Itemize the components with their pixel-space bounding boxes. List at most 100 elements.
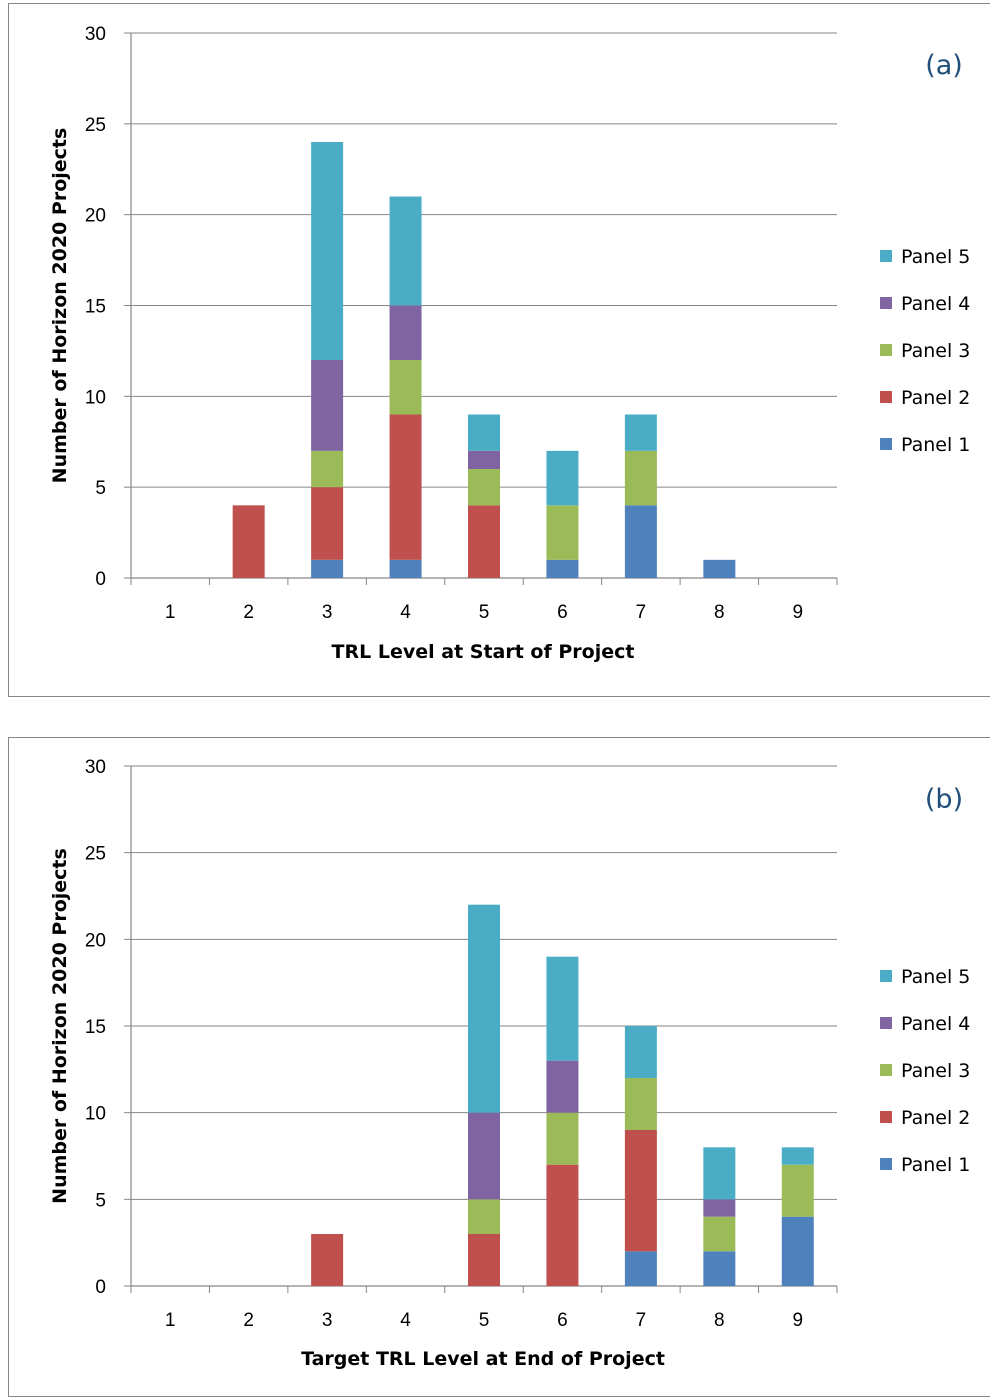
bar-segment-panel-5 (703, 1147, 736, 1200)
bar-segment-panel-2 (311, 487, 344, 560)
bar-segment-panel-2 (468, 505, 500, 578)
bar-segment-panel-3 (311, 450, 344, 488)
bar-segment-panel-2 (232, 505, 265, 578)
bar-segment-panel-5 (468, 904, 500, 1113)
legend-swatch (880, 1017, 892, 1029)
x-tick-label: 7 (636, 1310, 647, 1331)
x-tick-label: 1 (165, 1310, 176, 1331)
y-tick-label: 20 (85, 206, 106, 227)
bar-segment-panel-1 (624, 1251, 657, 1286)
legend-swatch (880, 250, 892, 262)
bar-segment-panel-2 (468, 1234, 500, 1286)
x-tick-label: 6 (557, 602, 568, 623)
legend-label: Panel 5 (901, 966, 970, 988)
x-axis-title: TRL Level at Start of Project (332, 641, 635, 663)
legend-swatch (880, 438, 892, 450)
legend-label: Panel 1 (901, 434, 970, 456)
y-axis-title: Number of Horizon 2020 Projects (49, 128, 71, 484)
bar-segment-panel-1 (703, 1251, 736, 1286)
chart-panel-a (8, 3, 990, 697)
legend-label: Panel 2 (901, 387, 970, 409)
x-tick-label: 4 (400, 1310, 411, 1331)
y-tick-label: 25 (85, 115, 106, 136)
x-tick-label: 3 (322, 602, 333, 623)
y-axis-title: Number of Horizon 2020 Projects (49, 848, 71, 1204)
x-tick-label: 1 (165, 602, 176, 623)
y-tick-label: 15 (85, 297, 106, 318)
bar-segment-panel-4 (468, 1112, 500, 1200)
bar-segment-panel-3 (624, 450, 657, 506)
legend-swatch (880, 970, 892, 982)
x-tick-label: 2 (243, 602, 254, 623)
bar-segment-panel-2 (546, 1164, 579, 1286)
legend-swatch (880, 1064, 892, 1076)
bar-segment-panel-5 (781, 1147, 814, 1165)
x-tick-label: 4 (400, 602, 411, 623)
bar-segment-panel-1 (624, 505, 657, 578)
x-tick-label: 7 (636, 602, 647, 623)
bar-segment-panel-4 (703, 1199, 736, 1217)
y-tick-label: 0 (95, 1277, 106, 1298)
legend-label: Panel 3 (901, 340, 970, 362)
legend-label: Panel 3 (901, 1060, 970, 1082)
bar-segment-panel-5 (468, 414, 500, 451)
bar-segment-panel-3 (546, 1112, 579, 1165)
legend-swatch (880, 344, 892, 356)
x-tick-label: 5 (479, 1310, 490, 1331)
y-tick-label: 15 (85, 1017, 106, 1038)
bar-segment-panel-1 (389, 559, 422, 578)
y-tick-label: 10 (85, 1104, 106, 1125)
legend-swatch (880, 1111, 892, 1123)
x-tick-label: 9 (792, 602, 803, 623)
x-tick-label: 8 (714, 1310, 725, 1331)
bar-segment-panel-5 (546, 450, 579, 506)
y-tick-label: 30 (85, 757, 106, 778)
bar-segment-panel-1 (311, 559, 344, 578)
bar-segment-panel-4 (311, 360, 344, 451)
bar-segment-panel-3 (546, 505, 579, 560)
legend-swatch (880, 1158, 892, 1170)
x-axis-title: Target TRL Level at End of Project (301, 1348, 665, 1370)
bar-segment-panel-3 (624, 1078, 657, 1130)
x-tick-label: 6 (557, 1310, 568, 1331)
bar-segment-panel-2 (389, 414, 422, 560)
x-tick-label: 8 (714, 602, 725, 623)
bar-segment-panel-1 (546, 559, 579, 578)
bar-segment-panel-4 (468, 450, 500, 469)
bar-segment-panel-1 (703, 559, 736, 578)
bar-segment-panel-5 (624, 414, 657, 451)
bar-segment-panel-5 (311, 142, 344, 360)
y-tick-label: 25 (85, 844, 106, 865)
y-tick-label: 5 (95, 1190, 106, 1211)
panel-tag: (b) (925, 784, 963, 815)
x-tick-label: 9 (792, 1310, 803, 1331)
bar-segment-panel-4 (546, 1060, 579, 1113)
bar-segment-panel-3 (389, 360, 422, 415)
bar-segment-panel-3 (468, 469, 500, 506)
bar-segment-panel-3 (781, 1164, 814, 1217)
legend-swatch (880, 391, 892, 403)
legend-label: Panel 5 (901, 246, 970, 268)
legend-label: Panel 2 (901, 1107, 970, 1129)
legend-swatch (880, 297, 892, 309)
bar-segment-panel-3 (468, 1199, 500, 1234)
y-tick-label: 10 (85, 387, 106, 408)
legend-label: Panel 4 (901, 293, 970, 315)
bar-segment-panel-5 (546, 956, 579, 1061)
bar-segment-panel-2 (311, 1234, 344, 1286)
y-tick-label: 5 (95, 478, 106, 499)
legend-label: Panel 1 (901, 1154, 970, 1176)
bar-segment-panel-4 (389, 305, 422, 360)
bar-segment-panel-5 (389, 196, 422, 306)
x-tick-label: 5 (479, 602, 490, 623)
bar-segment-panel-1 (781, 1216, 814, 1286)
y-tick-label: 20 (85, 930, 106, 951)
x-tick-label: 2 (243, 1310, 254, 1331)
panel-tag: (a) (925, 50, 963, 81)
legend-label: Panel 4 (901, 1013, 970, 1035)
bar-segment-panel-3 (703, 1216, 736, 1252)
bar-segment-panel-2 (624, 1130, 657, 1252)
bar-segment-panel-5 (624, 1026, 657, 1078)
y-tick-label: 30 (85, 24, 106, 45)
x-tick-label: 3 (322, 1310, 333, 1331)
